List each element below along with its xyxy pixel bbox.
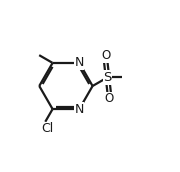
Text: N: N <box>75 103 84 116</box>
Text: S: S <box>103 71 112 84</box>
Text: O: O <box>101 49 110 62</box>
Text: N: N <box>75 56 84 69</box>
Text: Cl: Cl <box>41 122 53 135</box>
Text: O: O <box>105 92 114 105</box>
